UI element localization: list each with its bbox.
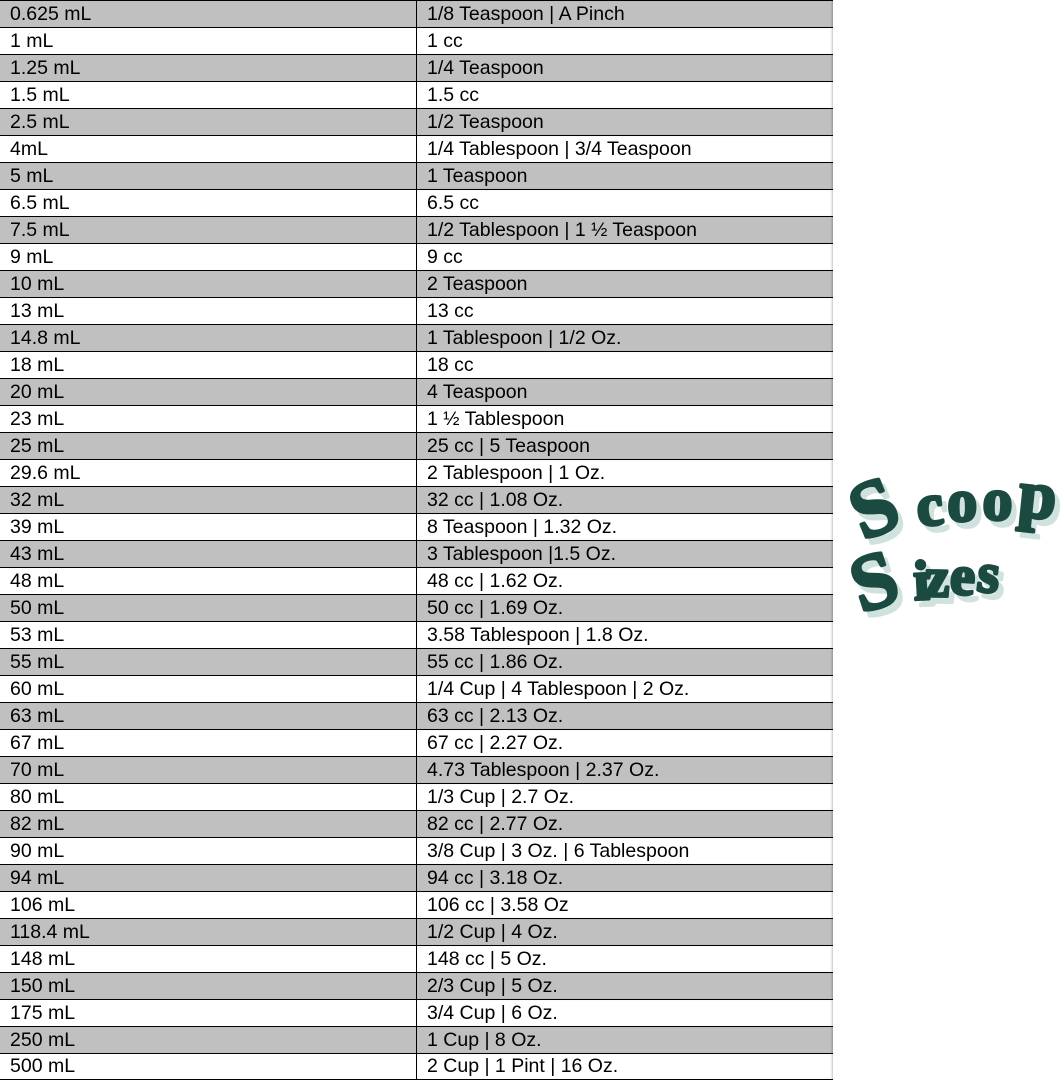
svg-text:o: o [947, 468, 977, 534]
svg-text:o: o [982, 466, 1014, 533]
svg-text:z: z [924, 547, 950, 609]
svg-text:p: p [1015, 455, 1061, 535]
svg-text:e: e [948, 545, 977, 609]
